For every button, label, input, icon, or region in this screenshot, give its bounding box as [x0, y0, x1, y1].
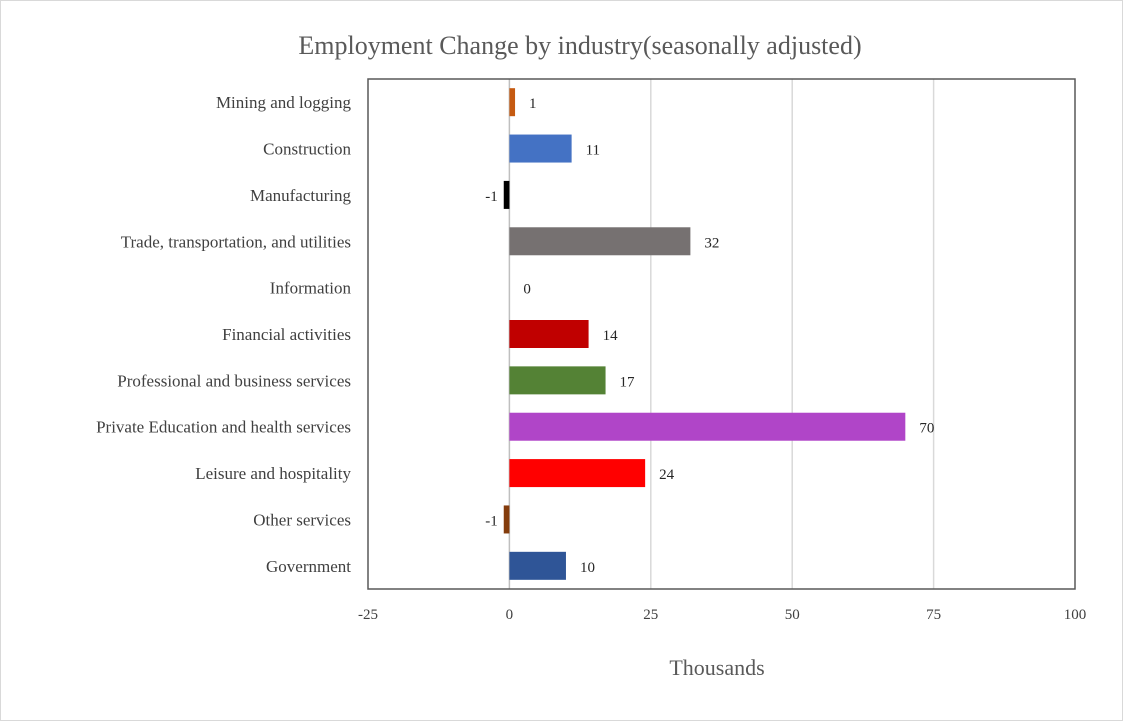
- data-label: -1: [485, 513, 498, 529]
- bar: [509, 412, 906, 441]
- data-label: 11: [586, 143, 600, 159]
- category-label: Private Education and health services: [96, 418, 351, 437]
- data-label: 0: [523, 282, 531, 298]
- bar: [509, 551, 566, 580]
- category-label: Professional and business services: [117, 371, 351, 390]
- bar: [509, 366, 606, 395]
- x-tick-label: 100: [1064, 607, 1087, 623]
- x-tick-label: 25: [643, 607, 658, 623]
- x-axis-label: Thousands: [669, 655, 764, 680]
- category-label: Construction: [263, 140, 351, 159]
- category-label: Trade, transportation, and utilities: [121, 232, 351, 251]
- category-label: Information: [270, 279, 352, 298]
- data-label: -1: [485, 189, 498, 205]
- bar: [509, 227, 691, 256]
- plot-area-border: [367, 78, 1076, 590]
- bar: [509, 320, 589, 348]
- data-label: 10: [580, 560, 595, 576]
- category-label: Manufacturing: [250, 186, 352, 205]
- category-label: Financial activities: [222, 325, 351, 344]
- bar: [509, 459, 646, 488]
- data-label: 70: [919, 421, 934, 437]
- data-label: 17: [620, 374, 636, 390]
- category-label: Leisure and hospitality: [195, 464, 351, 483]
- category-label: Government: [266, 557, 351, 576]
- bar: [503, 180, 510, 209]
- chart-title: Employment Change by industry(seasonally…: [298, 31, 861, 60]
- category-label: Mining and logging: [216, 93, 352, 112]
- category-labels: Mining and logging Construction Manufactur…: [96, 93, 351, 576]
- bar: [503, 505, 510, 534]
- x-tick-label: 0: [506, 607, 514, 623]
- x-tick-labels: -25 0 25 50 75 100: [358, 607, 1086, 623]
- category-label: Other services: [253, 510, 351, 529]
- data-label: 24: [659, 467, 675, 483]
- x-tick-label: 50: [785, 607, 800, 623]
- data-label: 32: [704, 235, 719, 251]
- bar: [509, 134, 572, 163]
- x-tick-label: -25: [358, 607, 378, 623]
- bar: [509, 88, 516, 117]
- data-label: 14: [603, 328, 619, 344]
- x-tick-label: 75: [926, 607, 941, 623]
- data-label: 1: [529, 96, 537, 112]
- bars: [503, 88, 906, 580]
